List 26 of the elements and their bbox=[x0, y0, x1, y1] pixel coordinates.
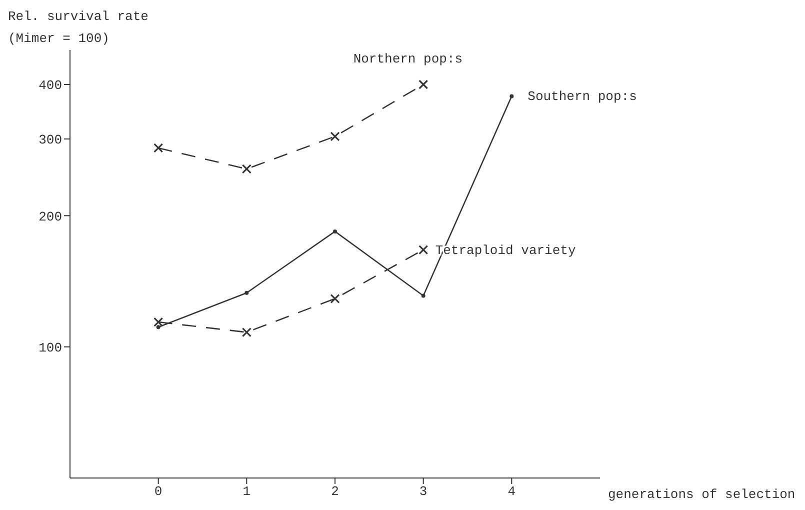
y-tick-label: 300 bbox=[38, 132, 62, 148]
point bbox=[154, 317, 164, 327]
point bbox=[154, 143, 164, 153]
y-tick-label: 200 bbox=[38, 209, 62, 224]
point bbox=[418, 244, 428, 255]
point bbox=[242, 327, 252, 338]
x-tick-label: 3 bbox=[419, 484, 428, 500]
point bbox=[421, 294, 426, 298]
point bbox=[242, 164, 252, 174]
point bbox=[330, 294, 340, 304]
y-axis-title: Rel. survival rate (Mimer = 100) bbox=[8, 8, 148, 48]
series-label: Southern pop:s bbox=[528, 89, 637, 104]
point bbox=[156, 325, 160, 330]
x-tick-label: 4 bbox=[508, 484, 516, 500]
x-tick-label: 2 bbox=[331, 484, 339, 500]
x-tick-label: 1 bbox=[242, 484, 251, 500]
series-label: Northern pop:s bbox=[353, 52, 463, 66]
point bbox=[330, 132, 340, 142]
y-tick-label: 400 bbox=[38, 78, 62, 94]
point bbox=[510, 94, 514, 98]
y-tick-label: 100 bbox=[38, 340, 62, 356]
point bbox=[244, 290, 249, 295]
point bbox=[418, 80, 428, 90]
x-tick-label: 0 bbox=[154, 484, 162, 500]
point bbox=[333, 229, 337, 234]
x-axis-title: generations of selection bbox=[608, 487, 796, 502]
